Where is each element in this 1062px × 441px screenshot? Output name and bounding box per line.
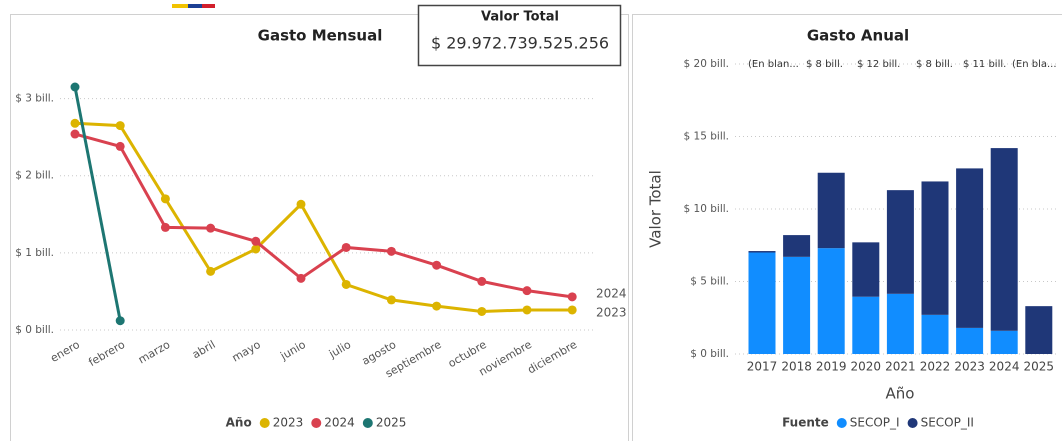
legend-marker (311, 418, 322, 428)
legend-label: SECOP_II (921, 416, 974, 430)
legend-marker (362, 418, 373, 428)
y-axis-title: Valor Total (647, 170, 665, 248)
bar-segment (748, 251, 776, 253)
x-tick-label: 2019 (816, 360, 847, 374)
total-label: (En bla... (1012, 59, 1057, 70)
data-point (522, 286, 532, 296)
bar-segment (852, 242, 880, 297)
kpi-value: $ 29.972.739.525.256 (431, 34, 609, 53)
bar-segment (921, 314, 949, 354)
bar-segment (817, 172, 845, 249)
series-line (74, 121, 573, 313)
bar-segment (886, 190, 914, 294)
total-label: $ 8 bill. (916, 59, 953, 70)
bar-segment (783, 235, 811, 257)
right-panel (632, 14, 1062, 441)
data-point (251, 244, 261, 254)
series-end-label: 2023 (596, 305, 627, 319)
flag-red (202, 4, 215, 8)
x-tick-label: 2023 (954, 360, 985, 374)
legend-label: 2023 (273, 416, 304, 430)
legend-marker (836, 418, 847, 428)
data-point (70, 82, 80, 92)
x-tick-label: 2017 (747, 360, 778, 374)
bar-segment (748, 252, 776, 354)
total-label: (En blan... (748, 59, 799, 70)
x-tick-label: 2021 (885, 360, 916, 374)
legend-label: SECOP_I (850, 416, 900, 430)
bar-segment (817, 248, 845, 354)
data-point (432, 260, 442, 270)
bar-segment (852, 296, 880, 354)
bar-segment (783, 256, 811, 354)
x-tick-label: 2022 (920, 360, 951, 374)
y-tick-label: $ 2 bill. (15, 170, 54, 182)
data-point (115, 141, 125, 151)
kpi-title: Valor Total (481, 10, 559, 25)
data-point (70, 129, 80, 139)
data-point (477, 276, 487, 286)
x-tick-label: 2018 (781, 360, 812, 374)
data-point (341, 242, 351, 252)
data-point (567, 305, 577, 315)
data-point (522, 305, 532, 315)
x-tick-label: 2024 (989, 360, 1020, 374)
bar-segment (921, 181, 949, 315)
bar-segment (956, 168, 984, 328)
bar-segment (990, 148, 1018, 331)
y-tick-label: $ 0 bill. (690, 348, 729, 360)
data-point (341, 279, 351, 289)
total-label: $ 11 bill. (963, 59, 1006, 70)
data-point (386, 246, 396, 256)
data-point (115, 121, 125, 131)
data-point (432, 301, 442, 311)
bar-segment (990, 330, 1018, 354)
legend-marker (907, 418, 918, 428)
y-tick-label: $ 3 bill. (15, 93, 54, 105)
chart-title: Gasto Anual (807, 27, 909, 45)
y-tick-label: $ 5 bill. (690, 276, 729, 288)
y-tick-label: $ 1 bill. (15, 247, 54, 259)
flag-blue (188, 4, 202, 8)
y-tick-label: $ 10 bill. (684, 203, 729, 215)
data-point (115, 316, 125, 326)
x-tick-label: 2020 (851, 360, 882, 374)
chart-title: Gasto Mensual (258, 27, 383, 45)
series-line (73, 86, 122, 322)
series-end-label: 2024 (596, 286, 627, 300)
data-point (477, 306, 487, 316)
bar-segment (956, 327, 984, 354)
total-label: $ 12 bill. (857, 59, 900, 70)
y-tick-label: $ 0 bill. (15, 324, 54, 336)
legend-label: 2024 (324, 416, 355, 430)
data-point (70, 118, 80, 128)
series-line (74, 132, 573, 299)
data-point (206, 223, 216, 233)
data-point (296, 199, 306, 209)
legend-marker (259, 418, 270, 428)
y-tick-label: $ 20 bill. (684, 58, 729, 70)
data-point (160, 222, 170, 232)
flag-yellow (172, 4, 188, 8)
data-point (567, 292, 577, 302)
x-tick-label: 2025 (1024, 360, 1055, 374)
y-tick-label: $ 15 bill. (684, 131, 729, 143)
total-label: $ 8 bill. (806, 59, 843, 70)
data-point (251, 236, 261, 246)
data-point (386, 295, 396, 305)
left-panel (10, 14, 629, 441)
data-point (206, 266, 216, 276)
x-axis-title: Año (886, 385, 915, 403)
data-point (160, 194, 170, 204)
legend-title: Año (226, 416, 252, 430)
legend-label: 2025 (376, 416, 407, 430)
bar-segment (886, 293, 914, 354)
bar-segment (1025, 306, 1053, 354)
legend-title: Fuente (782, 416, 829, 430)
data-point (296, 273, 306, 283)
kpi-card (417, 4, 622, 67)
